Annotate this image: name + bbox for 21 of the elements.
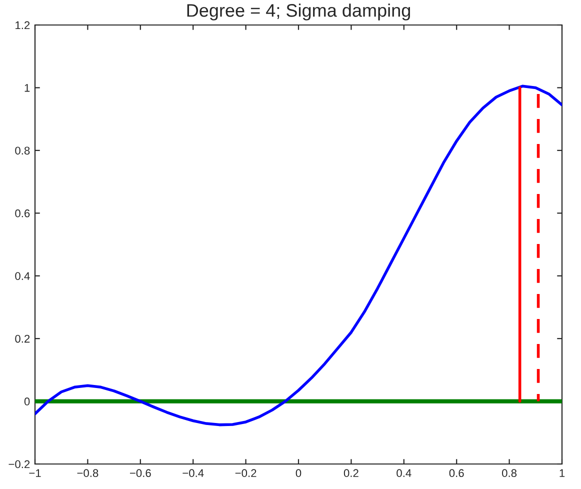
x-tick-label: −0.4: [182, 469, 204, 478]
y-tick-label: 1.2: [16, 21, 30, 30]
x-tick-label: 0.2: [344, 469, 358, 478]
x-tick-label: 0: [296, 469, 302, 478]
x-tick-label: −0.2: [235, 469, 256, 478]
line-series: [35, 84, 562, 426]
x-tick-label: 1: [560, 469, 565, 477]
x-tick-label: 0.4: [396, 469, 412, 478]
x-tick-label: 0.8: [502, 469, 517, 478]
y-tick-label: 0.8: [15, 146, 30, 155]
x-tick-label: 0.6: [449, 469, 464, 478]
y-tick-label: 1: [24, 84, 30, 92]
chart-title: Degree = 4; Sigma damping: [187, 4, 410, 20]
y-tick-label: −0.2: [8, 460, 30, 468]
y-tick-label: 0.4: [15, 272, 30, 280]
y-tick-label: 0.2: [15, 334, 30, 343]
x-tick-label: −0.6: [130, 469, 151, 478]
y-tick-label: 0.6: [15, 209, 30, 218]
x-tick-label: −0.8: [77, 469, 98, 478]
x-tick-label: −1: [29, 469, 41, 477]
y-tick-label: 0: [24, 398, 30, 406]
